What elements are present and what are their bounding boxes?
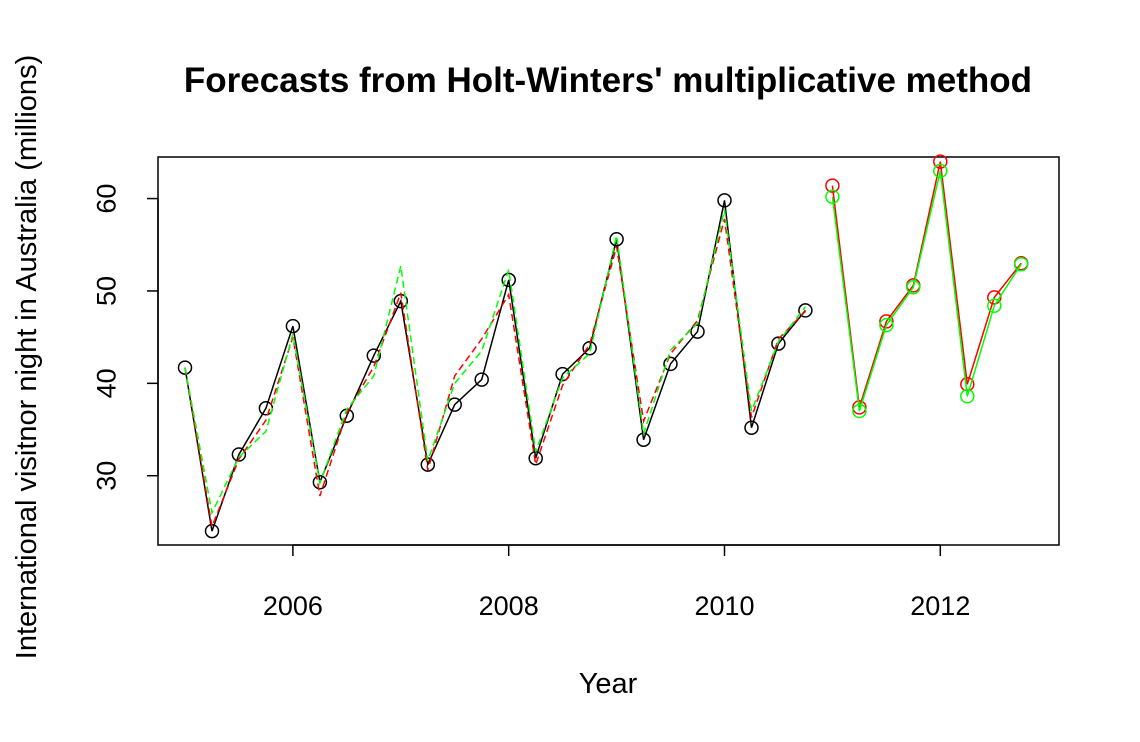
x-tick-label: 2008 [479,591,539,621]
y-tick-label: 40 [91,368,121,398]
series-2-line [184,209,806,516]
x-axis: 2006 2008 2010 2012 [263,544,970,621]
y-tick-label: 30 [91,461,121,491]
series-0-point [798,303,813,318]
chart-title: Forecasts from Holt-Winters' multiplicat… [184,61,1032,100]
series-4-line [831,170,1022,412]
series-3-line [831,161,1022,408]
plot-frame [157,156,1060,546]
series-4-point [960,389,975,404]
series-3-point [825,178,840,193]
series-4-point [987,298,1002,313]
series-4-point [1013,256,1029,272]
series-3-point [852,400,867,415]
series-0-point [177,360,193,375]
series-0-point [447,397,462,412]
series-4-point [852,403,867,419]
series-4-point [879,317,894,333]
series-0-line [184,200,806,532]
series-0-point [501,272,516,288]
y-tick-label: 50 [91,276,121,306]
series-0-point [663,356,678,372]
series-0-point [474,372,489,387]
series-0-point [285,318,301,334]
x-axis-label: Year [579,668,638,700]
series-3-point [879,314,894,329]
series-0-point [690,324,705,339]
series-0-point [771,336,786,351]
series-0-point [744,420,759,435]
x-tick-label: 2012 [910,591,970,621]
series-0-point [312,474,328,490]
series-3-point [987,290,1002,305]
chart-marks [177,154,1029,539]
series-0-point [717,193,732,208]
series-0-point [555,366,570,382]
series-4-point [906,280,921,295]
x-tick-label: 2010 [694,591,754,621]
series-4-point [933,163,948,179]
y-tick-label: 60 [91,184,121,214]
x-tick-label: 2006 [263,591,323,621]
series-4-point [825,189,840,204]
y-axis: 30 40 50 60 [91,184,159,491]
y-axis-label: International visitnor night in Australi… [11,55,43,659]
series-0-point [609,231,624,247]
series-0-point [366,348,382,363]
series-3-point [933,154,948,169]
